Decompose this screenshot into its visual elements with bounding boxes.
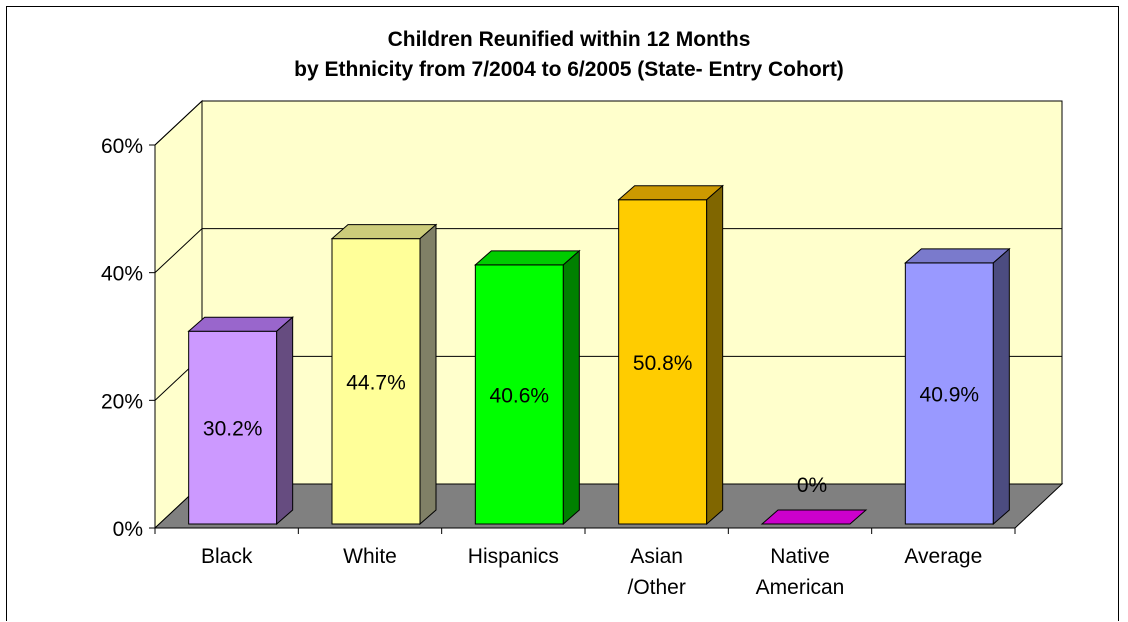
bar-side: [706, 184, 724, 526]
data-label: 44.7%: [346, 371, 406, 394]
bar-flat: [760, 509, 868, 525]
x-category-label: Native: [770, 545, 830, 568]
bar-top: [904, 248, 1011, 264]
bar-side: [562, 249, 580, 526]
data-label: 0%: [797, 474, 827, 497]
chart-svg: 0% 20% 40% 60% 30.2% Black 44.7% White 40.6% Hisp…: [101, 28, 1064, 599]
data-label: 30.2%: [203, 418, 263, 441]
gridline: [154, 100, 1062, 146]
bar-front: [188, 330, 278, 525]
chart-title: Children Reunified within 12 Months: [388, 28, 751, 51]
x-category-label: Asian: [630, 545, 683, 568]
data-label: 50.8%: [633, 352, 693, 375]
bar-top: [617, 185, 724, 201]
bar-front: [474, 264, 564, 525]
y-tick-label: 40%: [101, 263, 143, 286]
x-category-label: Average: [904, 545, 982, 568]
x-category-label: Black: [201, 545, 253, 568]
x-category-label: /Other: [627, 576, 685, 599]
x-category-label: American: [756, 576, 845, 599]
bar-side: [276, 316, 294, 526]
y-tick-label: 60%: [101, 135, 143, 158]
bar-top: [330, 224, 438, 240]
chart-title: by Ethnicity from 7/2004 to 6/2005 (Stat…: [294, 58, 844, 81]
x-category-label: White: [343, 545, 397, 568]
gridline: [154, 228, 1062, 274]
y-tick-label: 20%: [101, 390, 143, 413]
bar-front: [331, 238, 421, 525]
bar-side: [992, 247, 1010, 526]
y-tick-label: 0%: [113, 518, 143, 541]
data-label: 40.9%: [920, 383, 980, 406]
chart-frame: 0% 20% 40% 60% 30.2% Black 44.7% White 40.6% Hisp…: [6, 6, 1119, 621]
bar-front: [618, 199, 708, 525]
bar-top: [474, 250, 581, 266]
bar-side: [419, 223, 437, 526]
data-label: 40.6%: [490, 384, 550, 407]
x-category-label: Hispanics: [468, 545, 559, 568]
bar-top: [187, 316, 294, 332]
